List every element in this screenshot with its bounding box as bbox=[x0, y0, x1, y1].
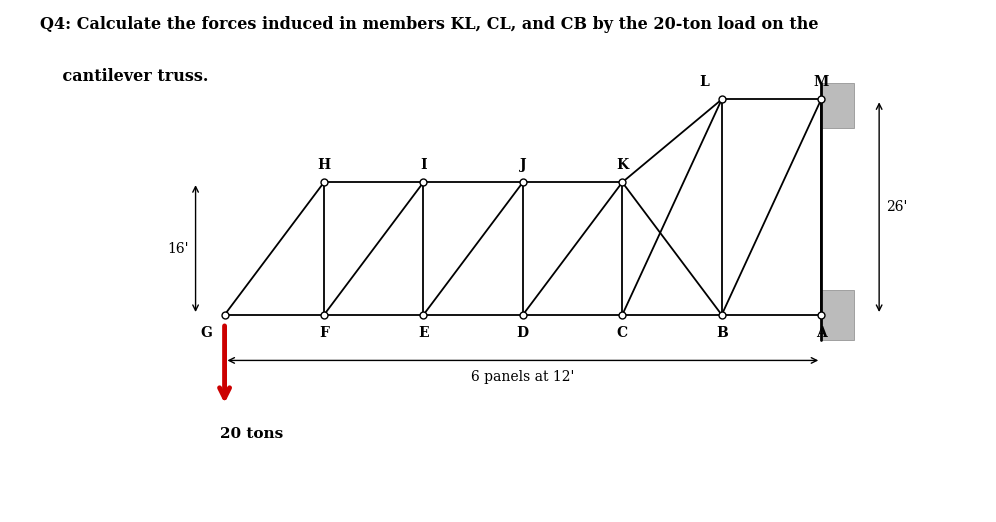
Text: I: I bbox=[420, 158, 426, 172]
Text: cantilever truss.: cantilever truss. bbox=[40, 68, 208, 85]
Text: E: E bbox=[418, 326, 428, 340]
Text: B: B bbox=[716, 326, 728, 340]
Text: 16': 16' bbox=[167, 242, 189, 256]
Text: J: J bbox=[520, 158, 526, 172]
Text: G: G bbox=[200, 326, 212, 340]
Text: Q4: Calculate the forces induced in members KL, CL, and CB by the 20-ton load on: Q4: Calculate the forces induced in memb… bbox=[40, 16, 819, 33]
Text: 26': 26' bbox=[885, 200, 907, 214]
Text: C: C bbox=[617, 326, 627, 340]
Text: 6 panels at 12': 6 panels at 12' bbox=[471, 371, 575, 384]
Text: D: D bbox=[517, 326, 529, 340]
Text: M: M bbox=[814, 76, 829, 89]
Text: F: F bbox=[319, 326, 329, 340]
Text: H: H bbox=[318, 158, 331, 172]
Text: K: K bbox=[617, 158, 628, 172]
Bar bbox=[821, 290, 855, 340]
Text: 20 tons: 20 tons bbox=[220, 426, 284, 441]
Bar bbox=[821, 83, 855, 128]
Text: A: A bbox=[816, 326, 827, 340]
Text: L: L bbox=[699, 76, 709, 89]
